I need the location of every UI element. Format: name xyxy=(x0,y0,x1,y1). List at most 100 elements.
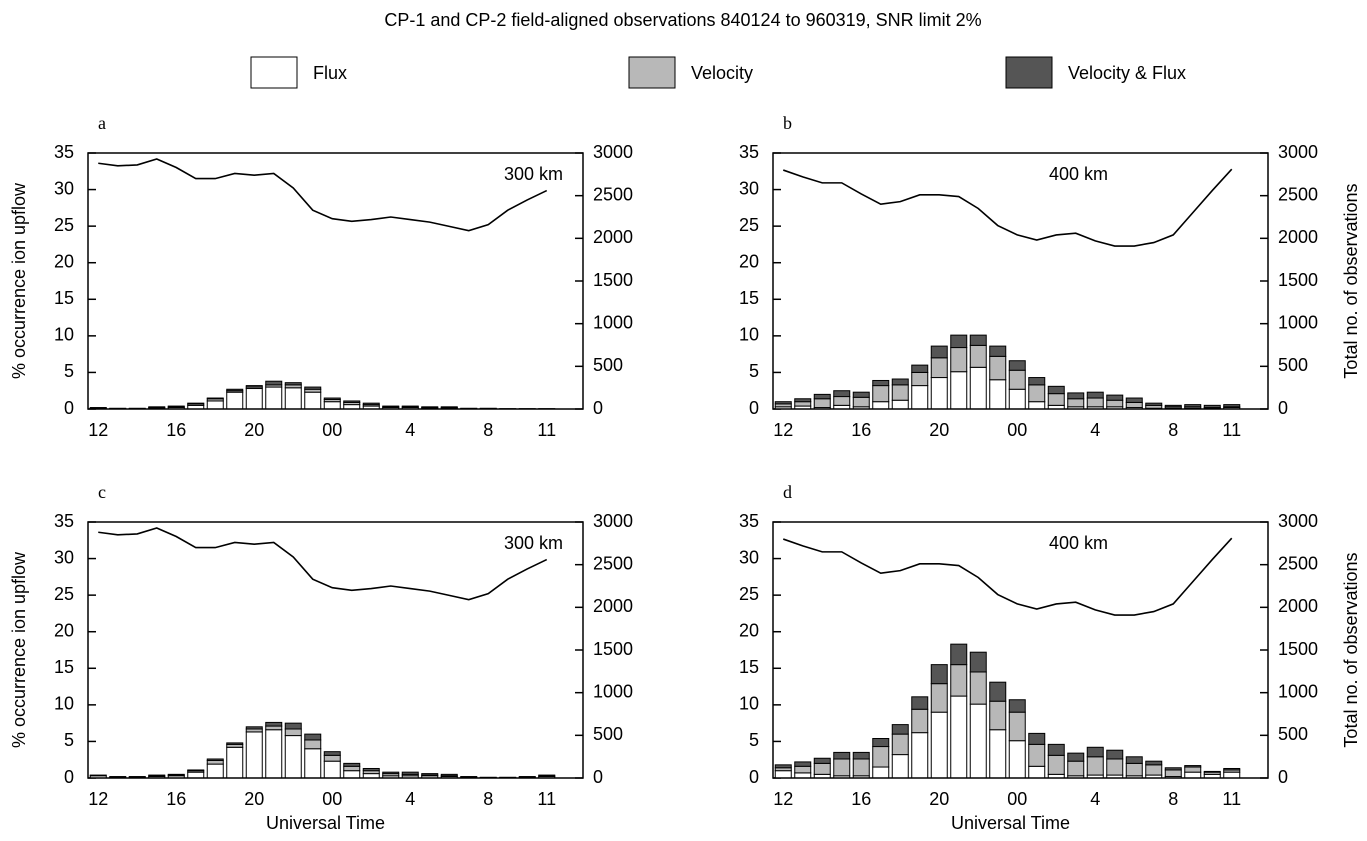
bar-segment xyxy=(343,762,361,767)
annotation: 400 km xyxy=(1049,533,1108,553)
bar-segment xyxy=(284,728,302,737)
y-tick-label: 35 xyxy=(739,142,759,162)
bar-segment xyxy=(1047,743,1065,756)
bar-segment xyxy=(930,664,948,685)
x-tick-label: 12 xyxy=(88,420,108,440)
bar-segment xyxy=(245,388,263,410)
bar-segment xyxy=(1047,754,1065,775)
bar-segment xyxy=(930,377,948,410)
bar-segment xyxy=(930,345,948,359)
y-tick-label: 35 xyxy=(54,511,74,531)
bar-segment xyxy=(460,776,478,778)
bar-segment xyxy=(1028,377,1046,386)
panel-label: b xyxy=(783,113,792,133)
y-tick-label: 10 xyxy=(54,325,74,345)
x-tick-label: 8 xyxy=(1168,420,1178,440)
y2-tick-label: 2500 xyxy=(593,184,633,204)
bar-segment xyxy=(1086,391,1104,399)
y2-tick-label: 0 xyxy=(593,767,603,787)
x-tick-label: 00 xyxy=(1007,420,1027,440)
y-tick-label: 10 xyxy=(739,694,759,714)
y-axis-label: % occurrence ion upflow xyxy=(9,182,29,379)
bar-segment xyxy=(226,742,244,745)
y2-tick-label: 2000 xyxy=(1278,596,1318,616)
bar-segment xyxy=(245,726,263,730)
bar-segment xyxy=(1164,404,1182,408)
bar-segment xyxy=(109,776,127,778)
y2-tick-label: 2000 xyxy=(1278,227,1318,247)
y2-tick-label: 2000 xyxy=(593,596,633,616)
bar-segment xyxy=(1203,404,1221,409)
y-tick-label: 15 xyxy=(54,288,74,308)
x-tick-label: 4 xyxy=(405,789,415,809)
bar-segment xyxy=(206,759,224,765)
bar-segment xyxy=(891,754,909,779)
bar-segment xyxy=(950,695,968,779)
x-tick-label: 00 xyxy=(322,789,342,809)
bar-segment xyxy=(872,738,890,748)
x-tick-label: 12 xyxy=(88,789,108,809)
bar-segment xyxy=(950,664,968,697)
y2-tick-label: 0 xyxy=(1278,767,1288,787)
y2-axis-label: Total no. of observations xyxy=(1341,552,1361,747)
y-tick-label: 30 xyxy=(739,547,759,567)
bar-segment xyxy=(440,406,458,409)
bar-segment xyxy=(226,746,244,779)
bar-segment xyxy=(891,724,909,735)
bar-segment xyxy=(1223,771,1241,779)
bar-segment xyxy=(1086,756,1104,776)
bar-segment xyxy=(774,770,792,779)
x-tick-label: 12 xyxy=(773,789,793,809)
bar-segment xyxy=(911,696,929,710)
y-tick-label: 5 xyxy=(64,361,74,381)
bar-segment xyxy=(969,671,987,705)
x-tick-label: 20 xyxy=(244,420,264,440)
bar-segment xyxy=(323,401,341,410)
y2-tick-label: 500 xyxy=(593,724,623,744)
bar-segment xyxy=(930,357,948,379)
bar-segment xyxy=(989,379,1007,410)
y2-tick-label: 2000 xyxy=(593,227,633,247)
bar-segment xyxy=(1106,758,1124,776)
plot-frame xyxy=(87,521,584,779)
bar-segment xyxy=(421,773,439,776)
y2-tick-label: 1500 xyxy=(1278,639,1318,659)
bar-segment xyxy=(1028,401,1046,410)
bar-segment xyxy=(1164,769,1182,778)
bar-segment xyxy=(343,400,361,403)
bar-segment xyxy=(421,406,439,409)
y-tick-label: 25 xyxy=(54,215,74,235)
x-tick-label: 11 xyxy=(537,789,556,809)
x-tick-label: 11 xyxy=(1222,789,1241,809)
x-tick-label: 4 xyxy=(1090,420,1100,440)
x-tick-label: 20 xyxy=(929,789,949,809)
bar-segment xyxy=(911,385,929,410)
annotation: 400 km xyxy=(1049,164,1108,184)
bar-segment xyxy=(852,751,870,760)
bar-segment xyxy=(813,393,831,400)
bar-segment xyxy=(1164,767,1182,771)
y-tick-label: 5 xyxy=(64,730,74,750)
bar-segment xyxy=(206,758,224,761)
bar-segment xyxy=(440,773,458,777)
bar-segment xyxy=(1028,743,1046,767)
y-tick-label: 35 xyxy=(739,511,759,531)
bar-segment xyxy=(284,735,302,779)
y2-tick-label: 3000 xyxy=(593,142,633,162)
bar-segment xyxy=(989,355,1007,381)
bar-segment xyxy=(382,405,400,408)
bar-segment xyxy=(167,773,185,776)
bar-segment xyxy=(401,771,419,775)
bar-segment xyxy=(323,760,341,779)
bar-segment xyxy=(1028,765,1046,779)
x-tick-label: 12 xyxy=(773,420,793,440)
bar-segment xyxy=(891,399,909,410)
bar-segment xyxy=(284,382,302,386)
bar-segment xyxy=(323,754,341,762)
y-tick-label: 25 xyxy=(739,584,759,604)
bar-segment xyxy=(89,407,107,409)
bar-segment xyxy=(362,402,380,406)
x-tick-label: 4 xyxy=(1090,789,1100,809)
bar-segment xyxy=(1067,392,1085,400)
bar-segment xyxy=(1008,369,1026,390)
